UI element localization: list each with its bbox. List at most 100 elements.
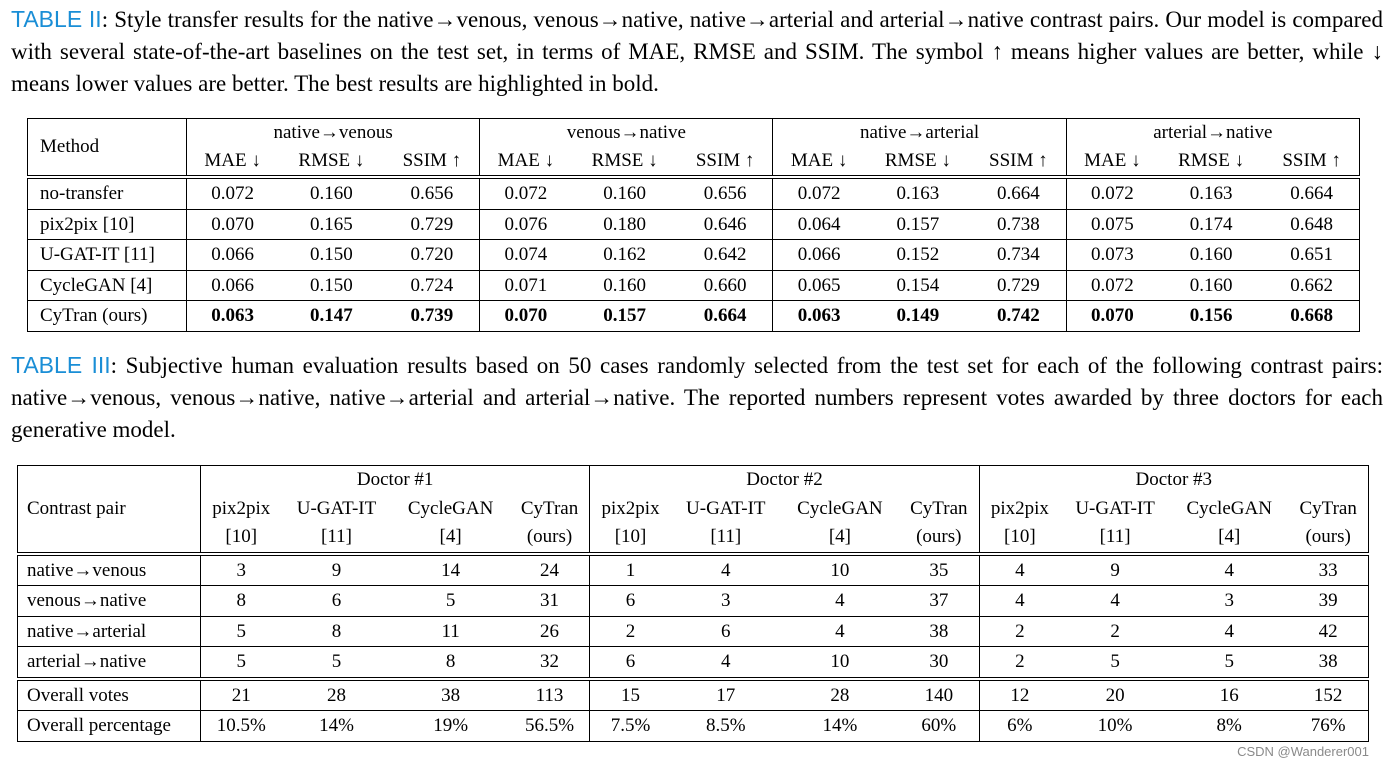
metric-value-text: 0.738 [996, 213, 1040, 235]
vote-count: 6 [589, 646, 671, 679]
metric-value-text: 0.075 [1090, 213, 1134, 235]
vote-count: 3 [200, 551, 282, 586]
model-ref-header: [11] [710, 526, 742, 547]
metric-value-text: 0.160 [1189, 244, 1233, 265]
metric-value-text: 0.065 [797, 274, 841, 296]
metric-value: 0.154 [864, 269, 972, 301]
model-ref-header: (ours) [916, 526, 962, 547]
method-header: Method [40, 136, 100, 157]
metric-value-text: 0.724 [410, 274, 454, 296]
model-name-header: CyTran [910, 497, 968, 519]
metric-value: 0.163 [864, 175, 972, 209]
metric-header: SSIM ↑ [695, 150, 755, 171]
metric-value-text: 0.063 [211, 305, 254, 326]
metric-value-text: 0.729 [996, 274, 1040, 296]
metric-value: 0.720 [384, 239, 480, 270]
metric-value-text: 0.156 [1189, 305, 1233, 326]
vote-count: 10 [780, 646, 900, 679]
vote-count: 37 [899, 585, 980, 616]
vote-count: 4 [1170, 551, 1289, 586]
group-header: native→arterial [772, 118, 1067, 147]
method-name: CyTran (ours) [27, 300, 187, 331]
doctor-header: Doctor #2 [589, 465, 980, 495]
metric-value: 0.070 [479, 300, 572, 331]
metric-value-text: 0.742 [996, 305, 1040, 326]
group-header: arterial→native [1065, 118, 1360, 147]
summary-value: 16 [1170, 676, 1289, 711]
metric-value: 0.066 [772, 239, 865, 270]
metric-value-text: 0.064 [797, 213, 841, 235]
vote-count: 5 [200, 646, 282, 679]
table-ii: Method native→venous venous→native nativ… [27, 118, 1360, 332]
summary-value: 56.5% [509, 710, 590, 741]
vote-count: 4 [978, 585, 1061, 616]
vote-count: 3 [670, 585, 781, 616]
table-row: native→venous 3 9 14 24 1 4 10 35 4 9 4 33 [17, 551, 1369, 586]
metric-value: 0.157 [864, 208, 972, 240]
model-ref-header: [4] [1218, 526, 1241, 547]
vote-count: 38 [1288, 646, 1369, 679]
metric-value: 0.150 [278, 239, 385, 270]
vote-count: 11 [391, 615, 510, 647]
metric-value-text: 0.147 [310, 305, 353, 326]
metric-value: 0.160 [571, 175, 678, 209]
model-ref-header: [4] [828, 526, 851, 547]
metric-value: 0.074 [479, 239, 572, 270]
metric-value: 0.163 [1157, 175, 1265, 209]
metric-value: 0.742 [971, 300, 1067, 331]
metric-value-text: 0.066 [797, 244, 841, 265]
vote-count: 5 [1170, 646, 1289, 679]
table-row: U-GAT-IT [11] 0.066 0.150 0.720 0.074 0.162 0.… [27, 239, 1360, 270]
metric-header: SSIM ↑ [989, 150, 1048, 171]
summary-value: 15 [589, 676, 671, 711]
summary-value: 152 [1288, 676, 1369, 711]
metric-value-text: 0.651 [1290, 244, 1333, 265]
metric-value: 0.063 [186, 300, 279, 331]
table-iii-caption-text: : Subjective human evaluation results ba… [11, 353, 1384, 442]
vote-count: 30 [899, 646, 980, 679]
vote-count: 2 [589, 615, 671, 647]
metric-value-text: 0.648 [1290, 213, 1333, 235]
metric-value-text: 0.072 [1090, 183, 1134, 204]
vote-count: 4 [780, 615, 900, 647]
model-name-header: CyTran [520, 497, 579, 519]
vote-count: 42 [1288, 615, 1369, 647]
metric-value-text: 0.180 [603, 213, 647, 235]
metric-value-text: 0.157 [603, 305, 647, 326]
metric-value: 0.739 [384, 300, 480, 331]
summary-value: 60% [899, 710, 980, 741]
metric-value-text: 0.174 [1189, 213, 1233, 235]
table-iii-caption: TABLE III: Subjective human evaluation r… [11, 349, 1383, 446]
summary-label: Overall votes [17, 676, 201, 711]
group-header: native→venous [185, 118, 480, 147]
vote-count: 4 [780, 585, 900, 616]
table-ii-label: TABLE II [11, 6, 102, 32]
vote-count: 2 [1060, 615, 1171, 647]
model-name-header: CycleGAN [1186, 497, 1272, 519]
metric-value: 0.160 [278, 175, 385, 209]
metric-value-text: 0.662 [1290, 274, 1333, 296]
metric-value-text: 0.154 [896, 274, 940, 296]
model-ref-header: [4] [439, 526, 462, 547]
metric-value-text: 0.072 [797, 183, 841, 204]
metric-value-text: 0.073 [1090, 244, 1134, 265]
summary-value: 10.5% [200, 710, 282, 741]
metric-value-text: 0.734 [996, 244, 1040, 265]
summary-value: 12 [978, 676, 1061, 711]
metric-value-text: 0.066 [211, 274, 254, 296]
table-ii-caption: TABLE II: Style transfer results for the… [11, 3, 1383, 100]
metric-value-text: 0.070 [504, 305, 548, 326]
summary-label: Overall percentage [17, 710, 201, 741]
contrast-pair: venous→native [17, 585, 201, 616]
vote-count: 9 [1060, 551, 1171, 586]
metric-value-text: 0.074 [504, 244, 548, 265]
metric-value-text: 0.150 [310, 274, 353, 296]
vote-count: 4 [670, 551, 781, 586]
vote-count: 6 [589, 585, 671, 616]
table-row: venous→native 8 6 5 31 6 3 4 37 4 4 3 39 [17, 585, 1369, 616]
model-ref-header: [10] [978, 523, 1061, 554]
vote-count: 33 [1288, 551, 1369, 586]
method-name: CycleGAN [4] [27, 269, 187, 301]
vote-count: 38 [899, 615, 980, 647]
vote-count: 9 [281, 551, 392, 586]
